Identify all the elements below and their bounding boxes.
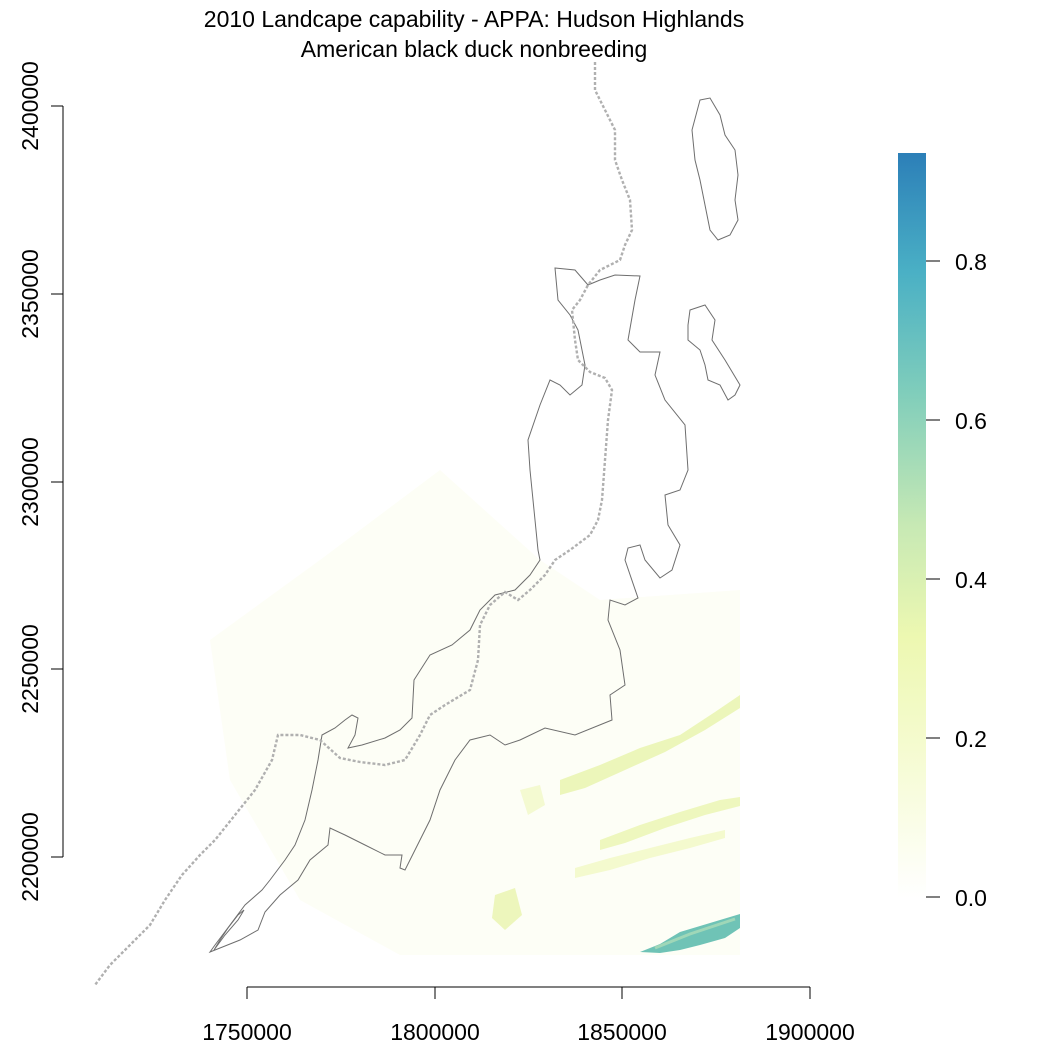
x-tick-label: 1850000 [577,1019,667,1045]
capability-raster [210,470,740,955]
appa-boundary-south-loop [213,909,245,951]
appa-boundary [208,97,741,954]
state-boundary [94,62,634,986]
y-tick-label: 2400000 [17,61,43,151]
y-tick-label: 2250000 [17,624,43,714]
y-tick-labels: 2200000 2250000 2300000 2350000 2400000 [17,61,43,902]
x-tick-label: 1800000 [390,1019,480,1045]
x-tick-label: 1900000 [765,1019,855,1045]
legend-tick-label: 0.6 [955,408,987,434]
legend-tick-label: 0.0 [955,885,987,911]
legend-tick-label: 0.8 [955,249,987,275]
raster-band-lower [575,830,725,878]
chart-subtitle: American black duck nonbreeding [300,36,648,62]
legend-ticks [926,260,940,898]
appa-boundary-main [208,267,689,954]
y-tick-label: 2350000 [17,249,43,339]
y-axis [51,105,64,858]
legend-tick-label: 0.2 [955,726,987,752]
chart-title: 2010 Landcape capability - APPA: Hudson … [203,6,745,32]
x-tick-label: 1750000 [202,1019,292,1045]
appa-boundary-east-island [687,304,741,401]
legend-color-bar [898,153,926,898]
legend: 0.0 0.2 0.4 0.6 0.8 [898,153,987,911]
raster-patch-mid [520,785,545,815]
y-tick-label: 2300000 [17,437,43,527]
legend-tick-label: 0.4 [955,567,987,593]
x-axis [246,986,811,999]
x-tick-labels: 1750000 1800000 1850000 1900000 [202,1019,855,1045]
raster-high-patch-edge [654,917,736,950]
raster-small-patch [492,888,522,930]
y-tick-label: 2200000 [17,812,43,902]
appa-boundary-north-island [691,97,739,241]
raster-faint-area [210,470,740,955]
state-boundary-line [94,62,634,986]
raster-band-middle [600,797,740,850]
raster-band-upper [560,695,740,795]
